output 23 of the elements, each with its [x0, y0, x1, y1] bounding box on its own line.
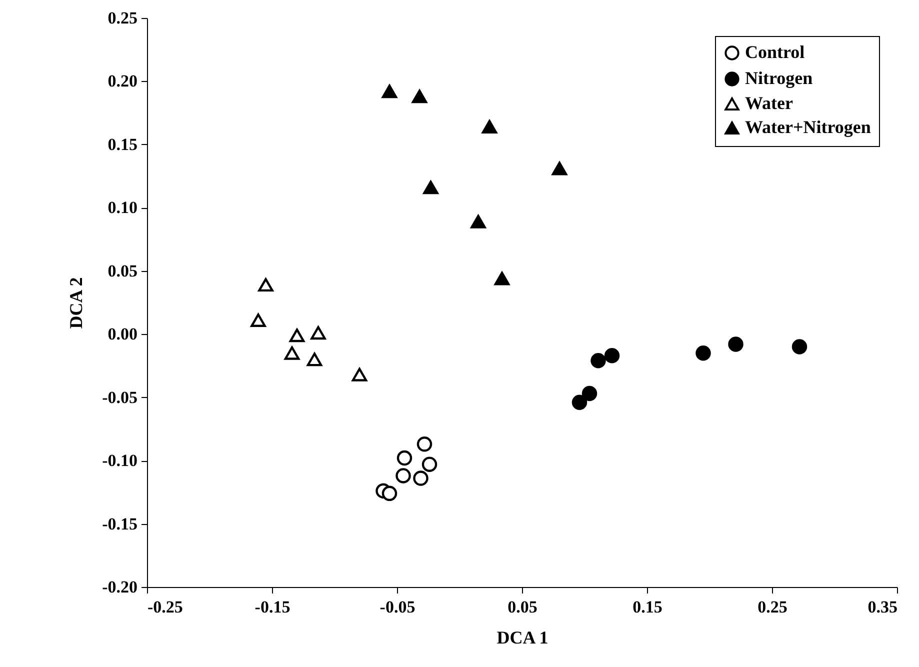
y-tick-label: 0.20	[108, 72, 138, 91]
y-tick-label: 0.25	[108, 8, 138, 28]
y-tick-label: -0.05	[102, 388, 138, 407]
y-tick-label: -0.20	[102, 578, 138, 596]
y-axis-title: DCA 2	[66, 277, 86, 329]
y-tick-label: -0.10	[102, 451, 138, 470]
y-tick-label: 0.10	[108, 198, 138, 218]
x-tick-label: 0.15	[632, 598, 662, 616]
y-tick-label: 0.15	[108, 134, 138, 154]
y-tick-label: 0.05	[108, 261, 138, 280]
x-tick-label: -0.25	[148, 598, 183, 616]
y-tick-label: -0.15	[102, 514, 138, 534]
x-tick-label: 0.25	[758, 598, 788, 616]
x-tick-label: 0.35	[868, 598, 898, 616]
legend-label: Nitrogen	[745, 68, 813, 88]
legend-label: Control	[745, 42, 805, 62]
legend-label: Water+Nitrogen	[745, 117, 871, 137]
x-tick-label: -0.05	[380, 598, 416, 616]
y-tick-label: 0.00	[108, 324, 138, 344]
x-tick-label: -0.15	[254, 598, 290, 616]
legend-label: Water	[745, 93, 793, 113]
x-axis-title: DCA 1	[496, 628, 548, 648]
x-tick-label: 0.05	[508, 598, 538, 616]
